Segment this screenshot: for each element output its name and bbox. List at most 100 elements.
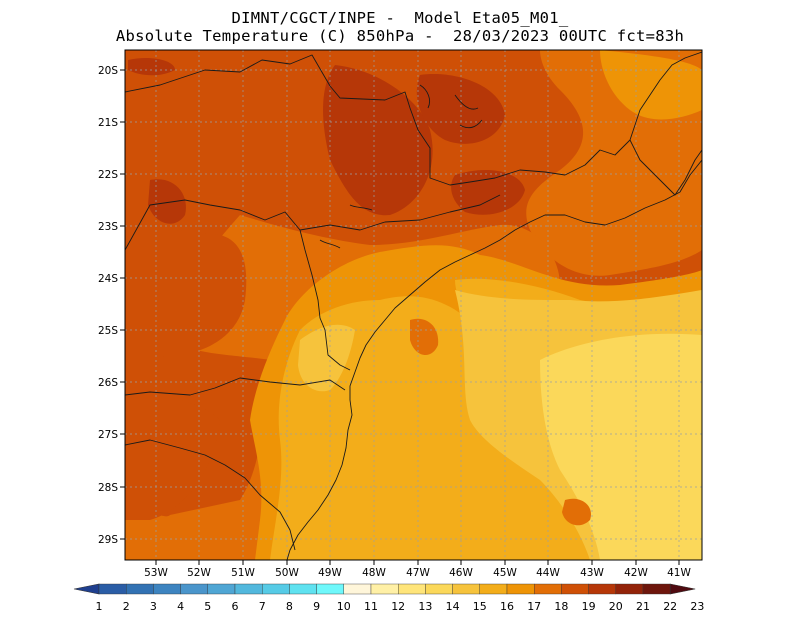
colorbar-label: 18 [554,600,568,613]
field-18c-blob [410,318,439,356]
map-title-line2: Absolute Temperature (C) 850hPa - 28/03/… [115,27,685,45]
field-20c-corner [128,58,175,76]
colorbar-swatch [234,583,263,595]
lon-label-44w: 44W [536,567,560,579]
colorbar: 1 2 3 4 5 6 7 8 9 10 11 12 13 14 15 16 17 18 19 20 21 22 23 [73,583,704,613]
lon-ticks [155,560,680,565]
colorbar-label: 4 [177,600,184,613]
field-20c-coast [451,170,525,215]
field-20c-north [323,65,433,216]
colorbar-label: 13 [418,600,432,613]
field-15c-west [298,324,355,392]
colorbar-label: 9 [313,600,320,613]
map-frame [124,49,703,561]
state-border-parana [125,199,351,371]
colorbar-swatch [316,583,345,595]
colorbar-label: 15 [473,600,487,613]
colorbar-label: 3 [150,600,157,613]
colorbar-label: 21 [636,600,650,613]
lon-label-46w: 46W [449,567,473,579]
colorbar-arrow-left [73,583,100,595]
colorbar-label: 7 [259,600,266,613]
lon-label-50w: 50W [275,567,299,579]
lon-labels: 53W 52W 51W 50W 49W 48W 47W 46W 45W 44W … [144,567,691,579]
field-20c-west [148,179,186,224]
colorbar-swatch [479,583,508,595]
state-border-north [125,54,471,186]
map-title-line1: DIMNT/CGCT/INPE - Model Eta05_M01_ [231,9,569,27]
lon-label-47w: 47W [406,567,430,579]
lon-label-49w: 49W [318,567,342,579]
colorbar-label: 16 [500,600,514,613]
colorbar-label: 17 [527,600,541,613]
lon-label-45w: 45W [493,567,517,579]
colorbar-label: 2 [123,600,130,613]
field-17c-northeast [600,50,702,120]
colorbar-swatch [289,583,317,595]
colorbar-swatch [561,583,589,595]
colorbar-label: 14 [446,600,460,613]
field-19c-southwest [125,390,220,520]
lat-lon-grid [125,50,702,560]
river-lines [319,204,373,249]
colorbar-swatch [207,583,236,595]
colorbar-label: 8 [286,600,293,613]
lon-label-52w: 52W [187,567,211,579]
colorbar-label: 6 [232,600,239,613]
state-border-mg-rj [469,51,702,183]
state-border-sc [125,377,346,396]
colorbar-label: 12 [391,600,405,613]
field-20c-northeast [416,74,505,144]
country-border-south [125,439,296,551]
coastline [286,159,702,560]
colorbar-label: 11 [364,600,378,613]
colorbar-label: 1 [96,600,103,613]
colorbar-swatch [615,583,644,595]
lon-label-42w: 42W [624,567,648,579]
colorbar-swatch [262,583,290,595]
colorbar-label: 19 [582,600,596,613]
colorbar-label: 10 [337,600,351,613]
colorbar-swatch [534,583,562,595]
colorbar-swatch [153,583,181,595]
colorbar-swatch [125,583,154,595]
colorbar-swatch [398,583,426,595]
colorbar-swatch [425,583,453,595]
colorbar-label: 5 [204,600,211,613]
colorbar-swatch [452,583,481,595]
colorbar-label: 23 [690,600,704,613]
temperature-field [125,50,702,560]
colorbar-swatch [343,583,372,595]
lat-label-27s: 27S [98,429,118,441]
lat-labels: 20S 21S 22S 23S 24S 25S 26S 27S 28S 29S [98,65,118,546]
colorbar-swatch [642,583,671,595]
colorbar-swatch [370,583,399,595]
lon-label-48w: 48W [362,567,386,579]
reservoir-lines [419,84,483,129]
lat-label-21s: 21S [98,117,118,129]
lon-label-41w: 41W [667,567,691,579]
lon-label-43w: 43W [580,567,604,579]
colorbar-swatch [180,583,209,595]
political-boundaries [125,51,702,560]
field-19c-west [125,225,247,360]
lon-label-53w: 53W [144,567,168,579]
lat-label-23s: 23S [98,221,118,233]
state-border-sp-pr [299,194,501,231]
lat-label-20s: 20S [98,65,118,77]
lat-label-28s: 28S [98,482,118,494]
lon-label-51w: 51W [231,567,255,579]
colorbar-swatch [98,583,127,595]
colorbar-label: 20 [609,600,623,613]
lat-label-22s: 22S [98,169,118,181]
colorbar-swatch [506,583,535,595]
lat-label-29s: 29S [98,534,118,546]
colorbar-label: 22 [663,600,677,613]
field-18c-blob-south [562,498,591,526]
lat-ticks [120,69,125,540]
colorbar-swatch [588,583,616,595]
lat-label-25s: 25S [98,325,118,337]
lat-label-26s: 26S [98,377,118,389]
colorbar-arrow-right [669,583,696,595]
